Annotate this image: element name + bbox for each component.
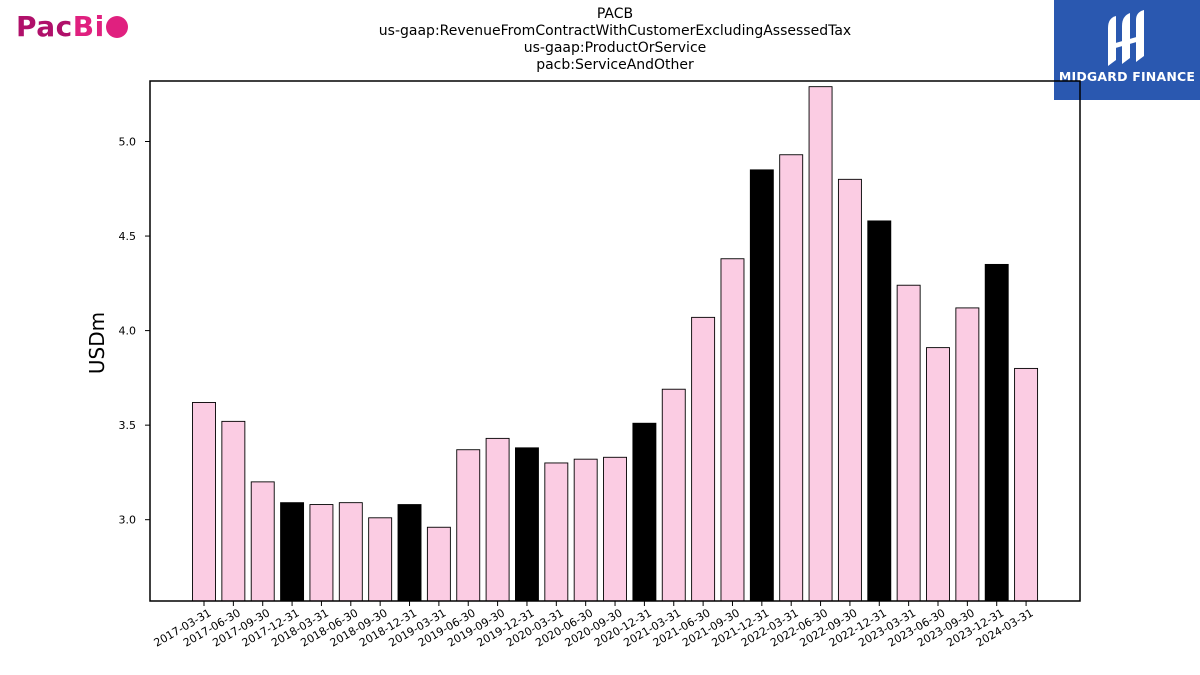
bars-group	[192, 86, 1039, 602]
y-tick-label: 4.5	[119, 230, 137, 243]
midgard-name: MIDGARD FINANCE	[1058, 69, 1196, 84]
bar-2017-03-31	[192, 402, 216, 602]
bar-2021-12-31	[749, 169, 774, 602]
y-tick-label: 4.0	[119, 325, 137, 338]
bar-2018-06-30	[338, 502, 363, 602]
bar-2022-12-31	[867, 220, 892, 602]
title-line-2: us-gaap:RevenueFromContractWithCustomerE…	[378, 23, 852, 39]
pacbio-logo: PacBi	[16, 10, 128, 43]
y-tick-label: 3.0	[119, 514, 137, 527]
bar-2023-03-31	[896, 284, 921, 602]
x-ticks-group: 2017-03-312017-06-302017-09-302017-12-31…	[152, 601, 1036, 650]
bar-2022-09-30	[837, 178, 862, 602]
bar-2019-03-31	[426, 526, 451, 602]
y-ticks-group: 3.0 3.5 4.0 4.5 5.0	[119, 136, 150, 527]
bar-2022-03-31	[779, 154, 804, 602]
plot-frame	[149, 80, 1081, 602]
bar-2020-03-31	[544, 462, 569, 602]
bar-2020-09-30	[603, 456, 627, 602]
title-line-1: PACB	[596, 6, 634, 22]
title-line-3: us-gaap:ProductOrService	[523, 40, 707, 56]
bar-2022-06-30	[808, 86, 833, 602]
midgard-mark-icon	[1108, 10, 1144, 66]
bar-2017-12-31	[280, 502, 305, 602]
bar-2024-03-31	[1014, 367, 1039, 602]
logo-dot-icon	[105, 16, 128, 38]
bar-2021-09-30	[720, 258, 745, 602]
logo-text-part2: Bi	[72, 10, 105, 43]
bar-2021-06-30	[691, 316, 716, 602]
midgard-finance-logo: MIDGARD FINANCE	[1054, 0, 1200, 100]
bar-2019-09-30	[485, 437, 510, 602]
bar-2018-03-31	[309, 504, 334, 602]
chart-title: PACB us-gaap:RevenueFromContractWithCust…	[300, 6, 930, 74]
bar-2018-12-31	[397, 504, 422, 602]
bar-2019-12-31	[515, 447, 539, 602]
bar-2017-09-30	[250, 481, 275, 602]
bar-2017-06-30	[221, 420, 246, 602]
bar-2023-06-30	[926, 347, 950, 602]
bar-2020-06-30	[573, 458, 598, 602]
bar-2018-09-30	[368, 517, 393, 602]
logo-text-part1: Pac	[16, 10, 73, 43]
bar-2021-03-31	[661, 388, 686, 602]
bar-2023-12-31	[984, 263, 1009, 602]
bar-2020-12-31	[632, 422, 657, 602]
y-tick-label: 3.5	[119, 419, 137, 432]
y-tick-label: 5.0	[119, 136, 137, 149]
bar-2019-06-30	[456, 449, 481, 602]
bar-2023-09-30	[955, 307, 980, 602]
title-line-4: pacb:ServiceAndOther	[536, 57, 694, 73]
